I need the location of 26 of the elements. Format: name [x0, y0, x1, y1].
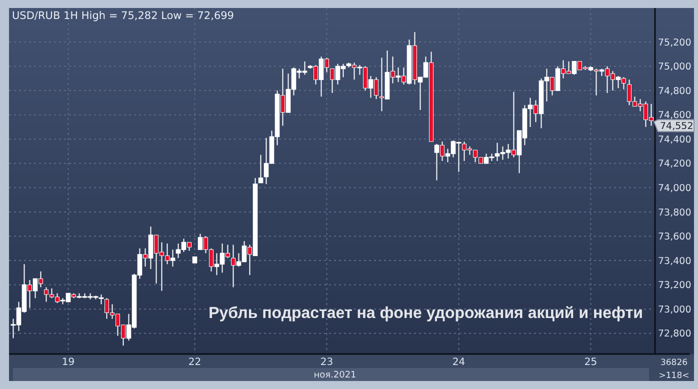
y-tick-label: 73,000 [658, 304, 692, 316]
y-tick-label: 74,000 [658, 183, 692, 194]
y-tick-label: 73,600 [658, 232, 692, 243]
y-tick-label: 74,600 [658, 110, 692, 122]
y-tick-label: 74,800 [658, 86, 692, 97]
y-tick-label: 72,800 [658, 328, 692, 340]
x-tick-label: 24 [452, 357, 466, 368]
text: Рубль подрастает на фоне удорожания акций и нефти [208, 305, 643, 322]
y-tick-label: 73,400 [658, 256, 692, 267]
candlestick [258, 154, 264, 184]
text: 74,552 [660, 120, 694, 132]
y-tick-label: 75,000 [658, 62, 692, 73]
text: 36826 [660, 358, 688, 368]
y-tick-label: 74,200 [658, 158, 692, 170]
x-tick-label: 23 [320, 357, 334, 368]
y-tick-label: 73,800 [658, 207, 692, 218]
text: >118< [658, 371, 690, 381]
x-tick-label: 19 [62, 357, 75, 368]
y-tick-label: 75,200 [658, 37, 692, 48]
x-tick-label: 22 [188, 357, 202, 368]
x-tick-label: 25 [584, 357, 598, 368]
y-tick-label: 74,400 [658, 134, 692, 146]
chart-title: USD/RUB 1H High = 75,282 Low = 72,699 [12, 10, 234, 22]
candlestick [98, 294, 104, 305]
y-tick-label: 73,200 [658, 280, 692, 292]
x-axis-title: ноя.2021 [314, 370, 356, 380]
